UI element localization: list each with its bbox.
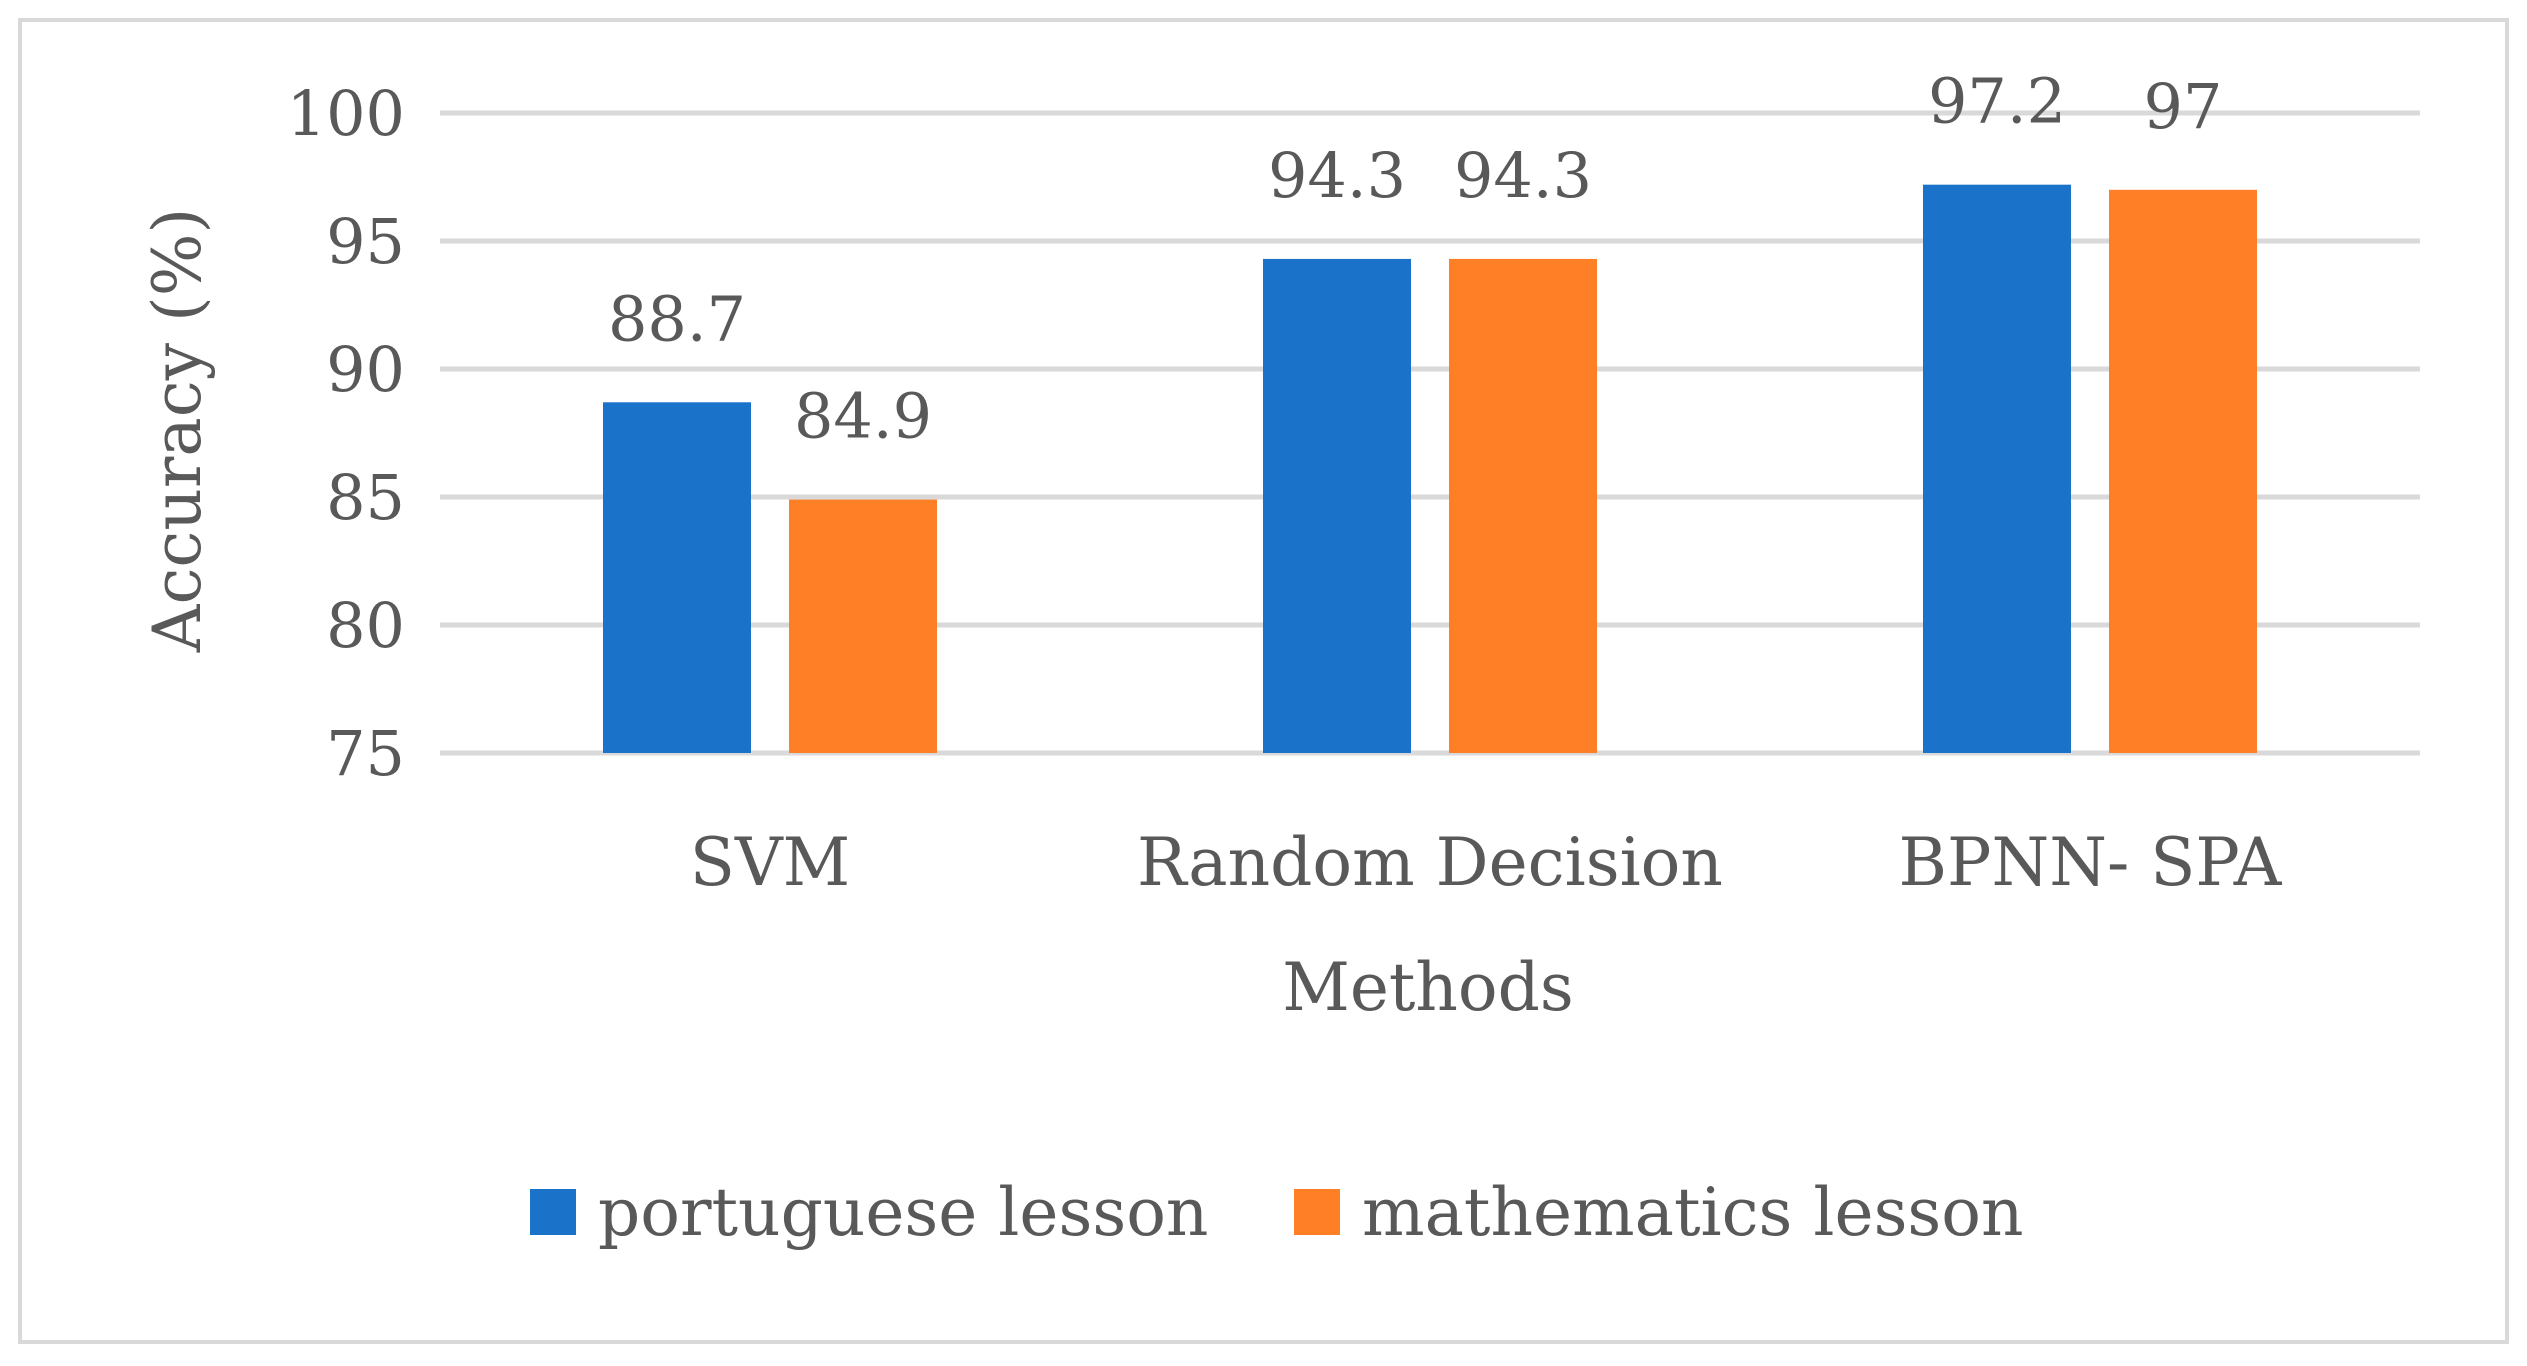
x-tick-label: Random Decision [1137, 824, 1723, 901]
bar [1449, 258, 1597, 753]
data-labels: 88.7 84.9 94.3 94.3 97.2 97 [608, 65, 2222, 453]
data-label: 84.9 [794, 380, 932, 453]
data-label: 88.7 [608, 282, 746, 355]
data-label: 94.3 [1454, 139, 1592, 212]
y-axis-ticks: 75 80 85 90 95 100 [287, 77, 405, 790]
legend-label: mathematics lesson [1362, 1174, 2024, 1251]
y-tick-label: 95 [326, 205, 405, 278]
y-axis-title: Accuracy (%) [139, 208, 216, 653]
bar [789, 499, 937, 753]
y-tick-label: 80 [326, 589, 405, 662]
y-tick-label: 90 [326, 333, 405, 406]
bars [603, 184, 2257, 754]
data-label: 94.3 [1268, 139, 1406, 212]
bar [1923, 184, 2071, 753]
legend: portuguese lesson mathematics lesson [530, 1174, 2024, 1251]
legend-swatch [530, 1189, 576, 1235]
legend-swatch [1294, 1189, 1340, 1235]
y-tick-label: 100 [287, 77, 405, 150]
bar [603, 402, 751, 753]
gridlines [440, 110, 2420, 756]
bar [2109, 189, 2257, 754]
x-tick-label: SVM [690, 824, 850, 901]
data-label: 97.2 [1928, 65, 2066, 138]
y-tick-label: 85 [326, 461, 405, 534]
bar [1263, 258, 1411, 753]
x-tick-label: BPNN- SPA [1899, 824, 2283, 901]
y-tick-label: 75 [326, 717, 405, 790]
data-label: 97 [2144, 70, 2223, 143]
x-axis-ticks: SVM Random Decision BPNN- SPA [690, 824, 2283, 901]
x-axis-title: Methods [1282, 949, 1574, 1026]
legend-label: portuguese lesson [598, 1174, 1208, 1251]
